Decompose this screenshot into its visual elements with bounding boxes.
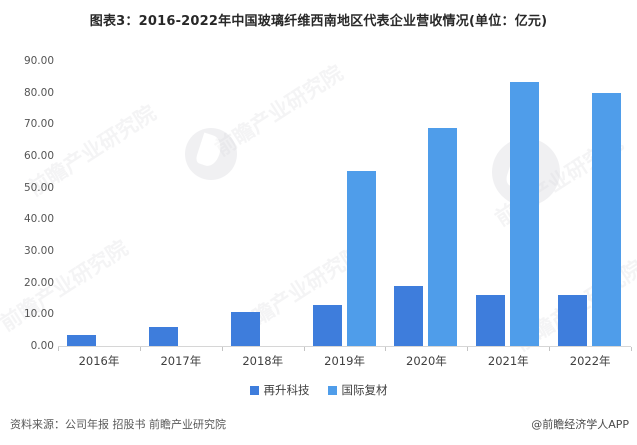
x-axis-category-label: 2018年 xyxy=(242,354,284,368)
y-axis-tick-label: 60.00 xyxy=(23,150,54,162)
x-axis-category-label: 2022年 xyxy=(569,354,611,368)
x-axis-line xyxy=(58,346,631,347)
x-axis-category-label: 2017年 xyxy=(160,354,202,368)
y-axis-tick-label: 80.00 xyxy=(23,86,54,99)
y-axis-tick-label: 90.00 xyxy=(23,55,54,67)
y-axis-tick-label: 70.00 xyxy=(23,118,54,131)
legend-label: 再升科技 xyxy=(263,383,310,397)
legend-item-国际复材: 国际复材 xyxy=(327,382,388,398)
bar-国际复材-2020年 xyxy=(428,127,458,346)
legend: 再升科技 国际复材 xyxy=(0,382,637,398)
bar-再升科技-2019年 xyxy=(312,304,342,346)
x-axis-tick xyxy=(221,347,223,351)
bar-再升科技-2017年 xyxy=(148,326,178,346)
x-axis-tick xyxy=(385,347,387,351)
bar-国际复材-2022年 xyxy=(592,93,622,346)
x-axis-tick xyxy=(303,347,305,351)
bar-再升科技-2021年 xyxy=(476,295,506,346)
y-axis-tick-label: 40.00 xyxy=(23,213,54,226)
y-axis-tick-label: 30.00 xyxy=(23,245,54,257)
bar-国际复材-2021年 xyxy=(510,81,540,346)
x-axis-tick xyxy=(58,347,59,351)
x-axis-category-label: 2016年 xyxy=(78,354,120,368)
legend-swatch-icon xyxy=(249,385,259,395)
bar-再升科技-2022年 xyxy=(558,295,588,346)
bar-再升科技-2016年 xyxy=(67,334,96,346)
bar-再升科技-2020年 xyxy=(394,286,424,346)
x-axis-tick xyxy=(139,347,141,351)
source-note: 资料来源：公司年报 招股书 前瞻产业研究院 xyxy=(10,418,226,431)
y-axis-tick-label: 0.00 xyxy=(30,340,54,352)
y-axis-tick-label: 10.00 xyxy=(23,308,54,321)
chart-title: 图表3：2016-2022年中国玻璃纤维西南地区代表企业营收情况(单位：亿元) xyxy=(89,14,548,29)
bar-再升科技-2018年 xyxy=(230,311,260,346)
legend-swatch-icon xyxy=(327,385,337,395)
credit-note: @前瞻经济学人APP xyxy=(531,418,629,431)
x-axis-tick xyxy=(549,347,551,351)
y-axis-tick-label: 20.00 xyxy=(23,276,54,289)
x-axis-category-label: 2020年 xyxy=(406,354,447,368)
x-axis-tick xyxy=(631,347,632,351)
x-axis-tick xyxy=(467,347,469,351)
x-axis-category-label: 2019年 xyxy=(324,354,365,368)
legend-item-再升科技: 再升科技 xyxy=(249,382,310,398)
bar-国际复材-2019年 xyxy=(346,171,376,346)
y-axis-tick-label: 50.00 xyxy=(23,181,54,194)
x-axis-category-label: 2021年 xyxy=(487,354,529,368)
legend-label: 国际复材 xyxy=(341,383,388,397)
